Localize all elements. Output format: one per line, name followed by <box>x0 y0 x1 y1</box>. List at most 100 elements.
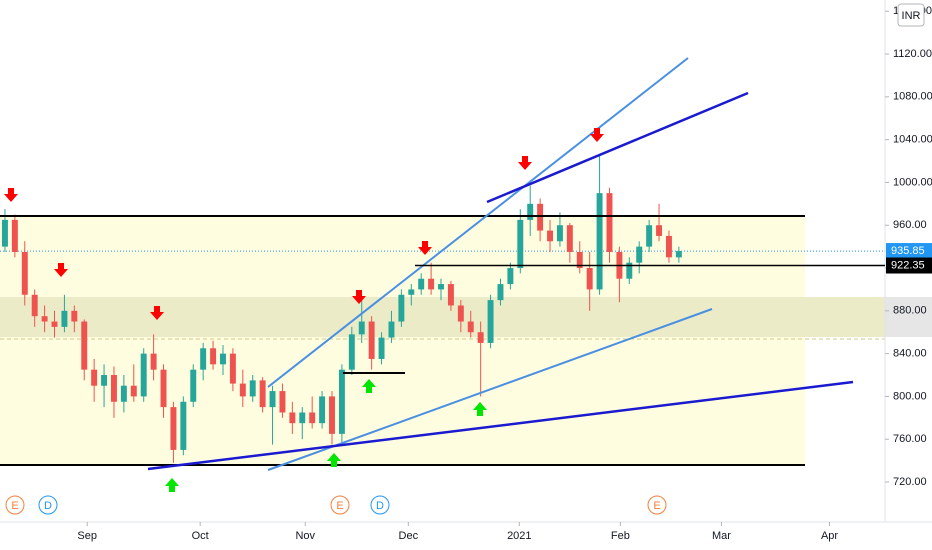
down-arrow <box>352 290 366 304</box>
event-label: E <box>653 500 660 512</box>
event-circle[interactable] <box>5 495 25 515</box>
candle-body <box>566 225 573 252</box>
candle-body <box>517 219 524 269</box>
candle-body <box>487 300 494 343</box>
y-tick-label: 1000.00 <box>893 176 932 188</box>
trend-line <box>267 57 689 388</box>
candle-body <box>41 316 48 322</box>
event-label: E <box>11 500 18 512</box>
candle-body <box>556 225 563 242</box>
event-circle[interactable] <box>647 495 667 515</box>
x-tick-label: Apr <box>821 530 838 542</box>
candle-body <box>626 262 633 279</box>
marked-price-box <box>886 257 932 274</box>
x-tick-label: Sep <box>77 530 97 542</box>
trend-line <box>267 308 713 471</box>
y-tick-label: 840.00 <box>893 348 927 360</box>
down-arrow <box>590 128 604 142</box>
candle-body <box>447 284 454 306</box>
marked-price-label: 922.35 <box>891 259 925 271</box>
y-tick-label: 800.00 <box>893 390 927 402</box>
candle-body <box>259 380 266 408</box>
y-tick-label: 1040.00 <box>893 134 932 146</box>
candle-body <box>675 251 682 258</box>
y-tick-label: 880.00 <box>893 305 927 317</box>
down-arrow <box>54 263 68 277</box>
candle-body <box>11 219 18 252</box>
candle-body <box>51 321 58 327</box>
candle-body <box>21 251 28 295</box>
candle-body <box>319 396 326 424</box>
candle-body <box>636 246 643 263</box>
candle-body <box>507 268 514 285</box>
candle-body <box>378 337 385 359</box>
event-markers: E D E D E <box>5 495 667 515</box>
candle-body <box>309 412 316 424</box>
x-tick-label: Mar <box>712 530 731 542</box>
candle-body <box>348 334 355 370</box>
event-circle[interactable] <box>330 495 350 515</box>
candle-body <box>289 412 296 424</box>
up-arrow <box>362 379 376 393</box>
candle-body <box>269 391 276 408</box>
candle-body <box>200 348 207 370</box>
y-tick-label: 760.00 <box>893 433 927 445</box>
candle-body <box>279 391 286 413</box>
signal-arrows <box>4 128 604 492</box>
candle-body <box>101 375 108 386</box>
candle-body <box>576 251 583 269</box>
candle-body <box>665 235 672 258</box>
candle-body <box>160 369 167 408</box>
candle-body <box>210 348 217 365</box>
trend-line <box>486 91 749 204</box>
down-arrow <box>4 188 18 202</box>
event-label: E <box>336 500 343 512</box>
x-tick-label: Dec <box>399 530 419 542</box>
y-tick-label: 1120.00 <box>893 48 932 60</box>
down-arrow <box>150 306 164 320</box>
candle-body <box>110 375 117 402</box>
event-label: D <box>44 500 52 512</box>
range-zone <box>0 216 805 465</box>
event-circle[interactable] <box>38 495 58 515</box>
candle-body <box>418 278 425 290</box>
candle-body <box>527 203 534 220</box>
axis: 720.00760.00800.00840.00880.00920.00960.… <box>77 5 932 542</box>
candle-body <box>606 193 613 252</box>
candle-body <box>190 369 197 402</box>
candle-body <box>329 396 335 434</box>
up-arrow <box>473 402 487 416</box>
candle-body <box>299 412 306 424</box>
x-tick-label: 2021 <box>507 530 531 542</box>
candles <box>1 154 682 463</box>
candle-body <box>467 321 474 333</box>
candle-body <box>120 385 127 402</box>
candle-body <box>656 225 663 236</box>
candle-body <box>220 353 226 365</box>
y-tick-label: 720.00 <box>893 476 927 488</box>
candle-body <box>31 294 38 317</box>
candle-body <box>239 383 246 397</box>
candle-body <box>457 305 464 322</box>
last-price-label: 935.85 <box>891 245 925 257</box>
candle-body <box>586 268 593 290</box>
candle-body <box>140 353 147 397</box>
y-tick-label: 1080.00 <box>893 91 932 103</box>
candle-body <box>438 284 444 290</box>
x-tick-label: Feb <box>611 530 630 542</box>
candle-body <box>368 321 375 359</box>
candle-body <box>398 294 405 322</box>
currency-box[interactable] <box>897 3 925 27</box>
candle-body <box>180 401 187 450</box>
event-circle[interactable] <box>370 495 390 515</box>
candle-body <box>249 380 256 397</box>
candle-body <box>408 289 415 295</box>
candle-body <box>61 310 68 327</box>
y-tick-label: 960.00 <box>893 219 927 231</box>
candle-body <box>1 219 8 247</box>
candle-body <box>91 369 98 386</box>
candle-body <box>477 332 484 343</box>
candle-body <box>428 278 435 290</box>
